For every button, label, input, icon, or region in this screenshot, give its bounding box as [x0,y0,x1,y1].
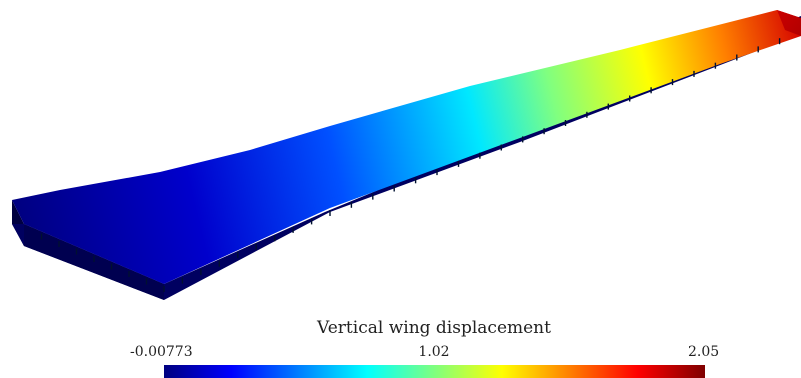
wing-tip-face [777,10,801,36]
wing-rib-lines [40,38,781,292]
wing-top-surface [12,10,801,284]
colorbar-title: Vertical wing displacement [317,318,551,338]
colorbar-max-label: 2.05 [688,344,720,360]
colorbar [164,365,705,378]
colorbar-mid-label: 1.02 [418,344,450,360]
colorbar-min-label: -0.00773 [130,344,193,360]
